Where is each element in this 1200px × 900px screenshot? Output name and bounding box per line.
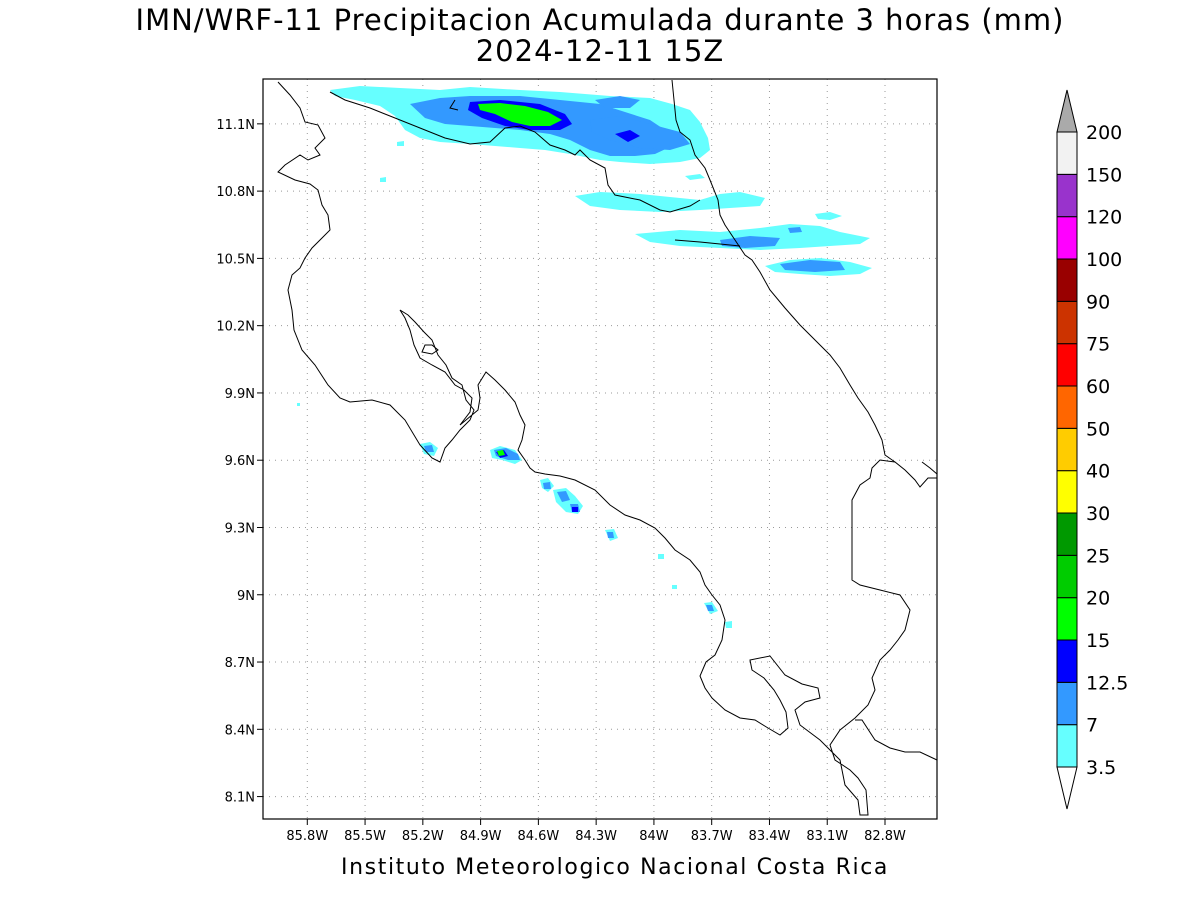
lat-tick-label: 9.3N	[225, 521, 255, 536]
lon-tick-label: 85.8W	[286, 829, 328, 844]
map-valid-time: 2024-12-11 15Z	[475, 34, 725, 68]
colorbar-level-label: 60	[1086, 376, 1110, 398]
colorbar-level-label: 150	[1086, 164, 1122, 186]
colorbar-swatch	[1056, 681, 1078, 726]
lon-tick-label: 83.1W	[806, 829, 848, 844]
colorbar-max-arrow	[1056, 89, 1078, 133]
colorbar-level-label: 120	[1086, 207, 1122, 229]
lat-tick-label: 8.1N	[225, 791, 255, 806]
colorbar-swatch	[1056, 258, 1078, 302]
lon-tick-label: 83.4W	[749, 829, 791, 844]
colorbar-swatch	[1056, 173, 1078, 218]
lat-tick-label: 10.5N	[216, 252, 255, 267]
lon-tick-label: 84W	[639, 829, 669, 844]
lat-tick-label: 10.2N	[216, 320, 255, 335]
lon-tick-label: 83.7W	[691, 829, 733, 844]
colorbar-swatch	[1056, 385, 1078, 429]
colorbar-swatch	[1056, 724, 1078, 768]
colorbar-level-label: 25	[1086, 545, 1110, 567]
lon-tick-label: 85.2W	[402, 829, 444, 844]
latitude-labels: 11.1N 10.8N 10.5N 10.2N 9.9N 9.6N 9.3N 9N 8.7N 8.…	[216, 118, 255, 806]
colorbar-level-label: 75	[1086, 334, 1110, 356]
lat-tick-label: 8.4N	[225, 723, 255, 738]
lon-tick-label: 84.6W	[517, 829, 559, 844]
colorbar-level-label: 200	[1086, 122, 1122, 144]
footer-credit: Instituto Meteorologico Nacional Costa R…	[341, 855, 889, 880]
lat-tick-label: 8.7N	[225, 656, 255, 671]
colorbar-level-label: 15	[1086, 630, 1110, 652]
lon-tick-label: 84.3W	[575, 829, 617, 844]
lat-tick-label: 11.1N	[216, 118, 255, 133]
colorbar-level-label: 40	[1086, 461, 1110, 483]
lat-tick-label: 9N	[237, 589, 255, 604]
lat-tick-label: 9.9N	[225, 387, 255, 402]
colorbar-level-label: 12.5	[1086, 672, 1128, 694]
colorbar-swatch	[1056, 300, 1078, 345]
lon-tick-label: 82.8W	[864, 829, 906, 844]
precipitation-fields	[297, 86, 872, 628]
lat-tick-label: 9.6N	[225, 454, 255, 469]
longitude-labels: 85.8W 85.5W 85.2W 84.9W 84.6W 84.3W 84W 83.7W 83…	[286, 829, 906, 844]
lon-tick-label: 85.5W	[344, 829, 386, 844]
colorbar-level-label: 100	[1086, 249, 1122, 271]
map-grid	[257, 79, 937, 825]
colorbar-level-label: 50	[1086, 418, 1110, 440]
colorbar-swatch	[1056, 512, 1078, 556]
map-title: IMN/WRF-11 Precipitacion Acumulada duran…	[135, 3, 1065, 37]
colorbar-swatch	[1056, 554, 1078, 599]
lat-tick-label: 10.8N	[216, 185, 255, 200]
colorbar-swatch	[1056, 639, 1078, 683]
colorbar-swatch	[1056, 427, 1078, 472]
colorbar-level-label: 3.5	[1086, 757, 1116, 779]
colorbar-level-label: 20	[1086, 588, 1110, 610]
colorbar-level-label: 90	[1086, 291, 1110, 313]
coastline	[277, 79, 938, 816]
colorbar-swatch	[1056, 470, 1078, 514]
colorbar: 3.5 7 12.5 15 20 25 30 40 50 60 75 90 100 120 150 200	[1056, 89, 1128, 810]
colorbar-swatch	[1056, 343, 1078, 387]
colorbar-swatch	[1056, 131, 1078, 175]
colorbar-level-label: 7	[1086, 715, 1098, 737]
colorbar-swatch	[1056, 597, 1078, 641]
colorbar-level-label: 30	[1086, 503, 1110, 525]
map-frame	[262, 78, 938, 820]
colorbar-swatch	[1056, 216, 1078, 260]
lon-tick-label: 84.9W	[460, 829, 502, 844]
colorbar-min-arrow	[1056, 766, 1078, 810]
